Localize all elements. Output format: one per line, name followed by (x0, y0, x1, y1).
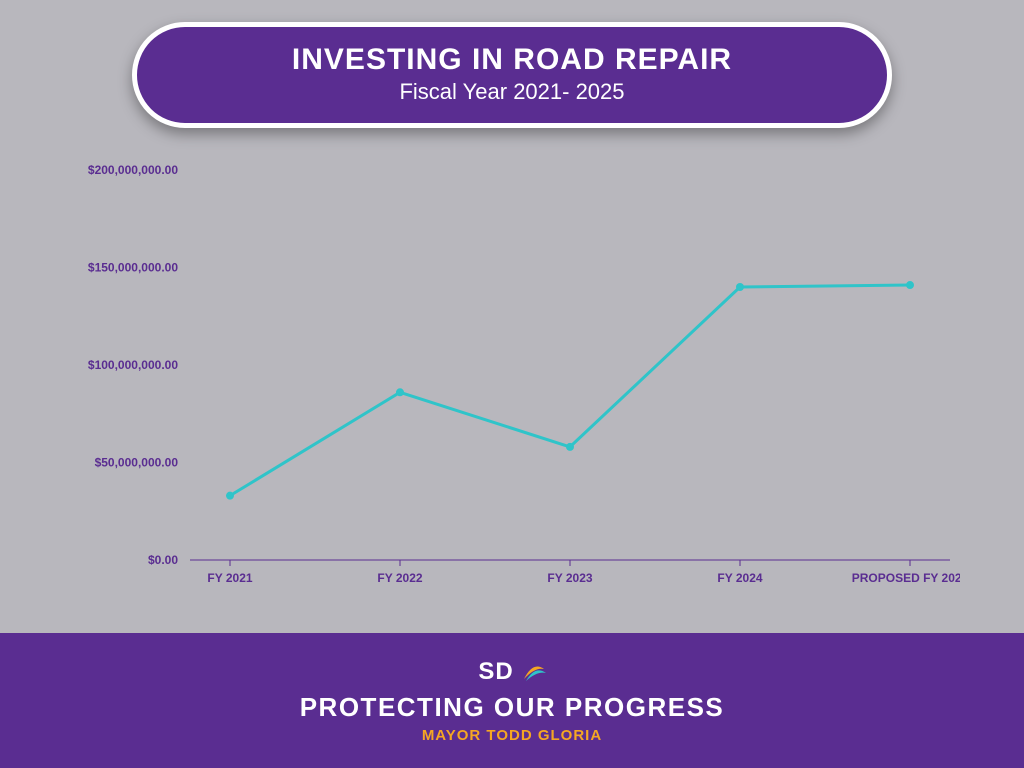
y-tick-label: $100,000,000.00 (88, 358, 178, 372)
footer-subtitle: MAYOR TODD GLORIA (422, 727, 602, 744)
data-point (906, 281, 914, 289)
y-tick-label: $50,000,000.00 (95, 456, 179, 470)
x-tick-label: FY 2023 (547, 571, 592, 585)
x-tick-label: PROPOSED FY 2025 (852, 571, 960, 585)
data-point (226, 492, 234, 500)
footer-title: PROTECTING OUR PROGRESS (300, 692, 725, 723)
y-tick-label: $200,000,000.00 (88, 163, 178, 177)
data-point (566, 443, 574, 451)
x-tick-label: FY 2022 (377, 571, 422, 585)
x-tick-label: FY 2021 (207, 571, 252, 585)
logo-text: SD (478, 658, 513, 686)
line-chart: $0.00 $50,000,000.00 $100,000,000.00 $150,0… (60, 160, 960, 610)
y-tick-label: $150,000,000.00 (88, 261, 178, 275)
series-line (230, 285, 910, 496)
footer-banner: SD PROTECTING OUR PROGRESS MAYOR TODD GL… (0, 633, 1024, 768)
data-point (736, 283, 744, 291)
title-banner: INVESTING IN ROAD REPAIR Fiscal Year 202… (132, 22, 892, 128)
main-area: INVESTING IN ROAD REPAIR Fiscal Year 202… (0, 0, 1024, 633)
logo-swoosh-icon (520, 659, 546, 685)
data-point (396, 388, 404, 396)
logo: SD (478, 658, 545, 686)
x-tick-label: FY 2024 (717, 571, 762, 585)
chart-svg: $0.00 $50,000,000.00 $100,000,000.00 $150,0… (60, 160, 960, 610)
y-tick-label: $0.00 (148, 553, 178, 567)
chart-title: INVESTING IN ROAD REPAIR (177, 43, 847, 77)
chart-subtitle: Fiscal Year 2021- 2025 (177, 79, 847, 105)
